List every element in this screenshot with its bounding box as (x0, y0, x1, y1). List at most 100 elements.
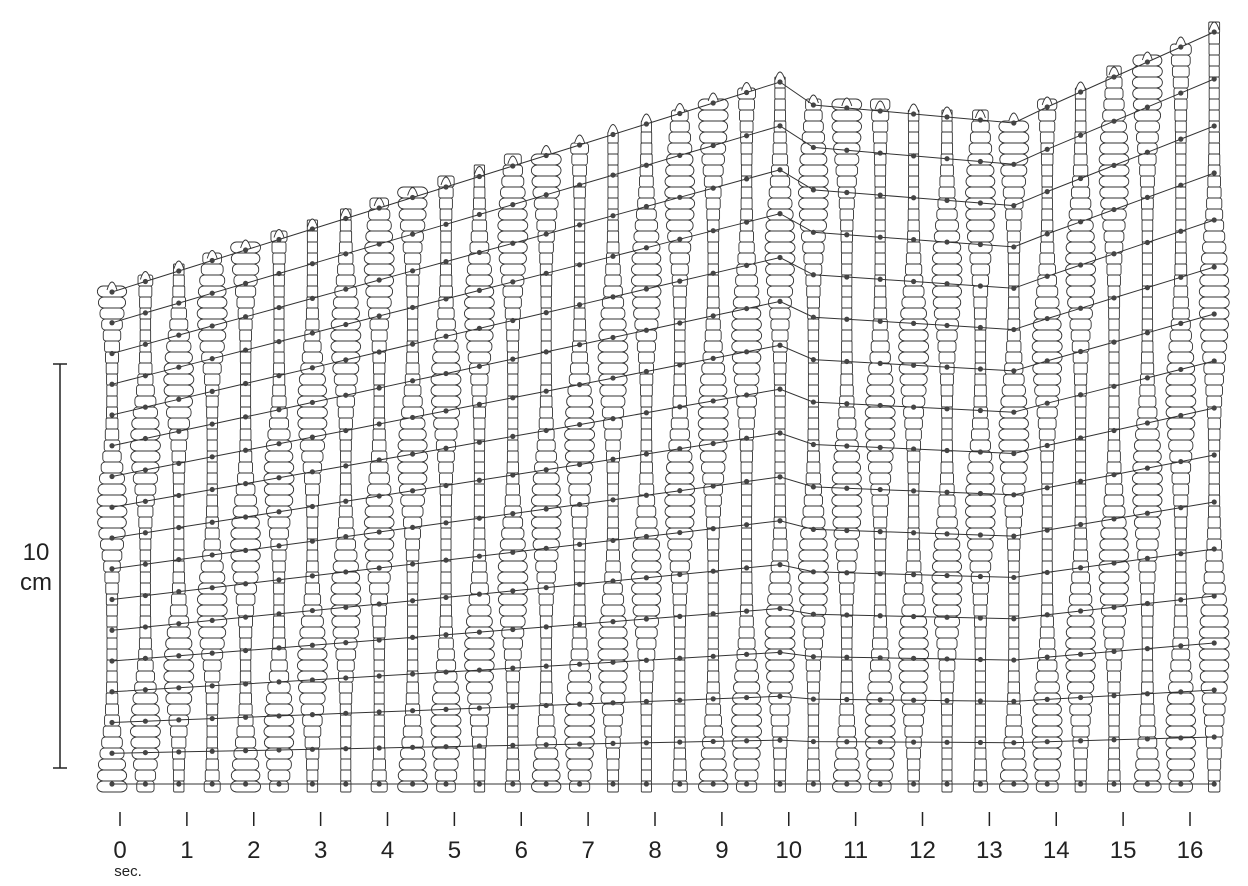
marker-dot (977, 698, 984, 704)
marker-dot (243, 380, 249, 387)
marker-dot (1211, 734, 1217, 740)
marker-dot (142, 530, 148, 536)
segment (430, 725, 462, 738)
segment (841, 285, 853, 298)
marker-dot (109, 535, 115, 541)
marker-dot (410, 708, 416, 714)
segment (1066, 681, 1095, 694)
segment (640, 714, 653, 727)
segment (831, 472, 862, 485)
marker-dot (1011, 533, 1017, 539)
segment (597, 351, 629, 364)
marker-dot (142, 655, 148, 661)
segment (798, 582, 829, 595)
marker-dot (376, 241, 382, 247)
segment (97, 516, 127, 529)
segment (1140, 582, 1155, 595)
segment-trace (111, 595, 1215, 662)
segment (1005, 351, 1023, 364)
marker-dot (476, 591, 482, 597)
marker-dot (744, 522, 750, 528)
segment (1139, 714, 1156, 727)
segment (401, 505, 424, 518)
segment (841, 329, 853, 342)
segment (941, 703, 953, 716)
segment (397, 461, 428, 474)
segment (741, 505, 753, 518)
segment (263, 725, 295, 738)
marker-dot (944, 406, 950, 412)
segment (572, 527, 587, 540)
segment (674, 725, 686, 738)
segment (1204, 373, 1224, 386)
segment (206, 703, 219, 716)
segment (235, 736, 257, 749)
segment (998, 142, 1029, 155)
marker-dot (109, 443, 115, 449)
segment (841, 296, 853, 309)
segment (273, 318, 285, 331)
segment (973, 769, 988, 782)
marker-dot (844, 485, 850, 491)
marker-dot (610, 578, 616, 584)
segment (405, 274, 420, 287)
marker-dot (1111, 118, 1117, 124)
marker-dot (276, 304, 282, 311)
segment (1198, 296, 1230, 309)
marker-dot (877, 529, 883, 535)
segment (837, 725, 856, 738)
segment (536, 439, 556, 452)
segment (372, 626, 386, 639)
segment (571, 516, 588, 529)
segment (531, 494, 562, 507)
segment (273, 593, 285, 606)
marker-dot (710, 611, 716, 617)
segment (298, 373, 326, 386)
marker-dot (777, 211, 783, 217)
segment (297, 417, 328, 430)
segment (798, 208, 828, 221)
marker-dot (844, 443, 850, 449)
worm-tip (240, 239, 252, 249)
segment (940, 681, 954, 694)
segment (631, 252, 662, 265)
segment (1172, 76, 1189, 89)
segment (1065, 241, 1096, 254)
segment (1103, 98, 1125, 111)
marker-dot (877, 234, 883, 240)
segment (1174, 109, 1188, 122)
segment (907, 219, 920, 232)
segment (334, 549, 358, 562)
segment (974, 637, 987, 650)
segment (966, 164, 995, 177)
segment (870, 659, 891, 672)
marker-dot (777, 167, 783, 173)
segment (339, 230, 353, 243)
segment (339, 439, 352, 452)
marker-dot (677, 655, 683, 661)
segment (473, 483, 485, 496)
worm (931, 106, 963, 793)
segment (840, 219, 854, 232)
segment (707, 582, 719, 595)
marker-dot (610, 172, 616, 178)
segment (1041, 516, 1053, 529)
segment (841, 252, 853, 265)
segment (269, 527, 289, 540)
segment (506, 329, 520, 342)
time-label: 4 (381, 837, 394, 864)
segment (1099, 582, 1129, 595)
segment (196, 593, 228, 606)
segment (1138, 725, 1157, 738)
segment (466, 263, 492, 276)
worm (564, 134, 596, 793)
segment (807, 384, 819, 397)
marker-dot (376, 709, 382, 715)
segment (507, 384, 519, 397)
segment (406, 285, 419, 298)
segment (439, 285, 453, 298)
segment (400, 494, 425, 507)
segment (699, 131, 728, 144)
worm-tip (473, 166, 485, 175)
